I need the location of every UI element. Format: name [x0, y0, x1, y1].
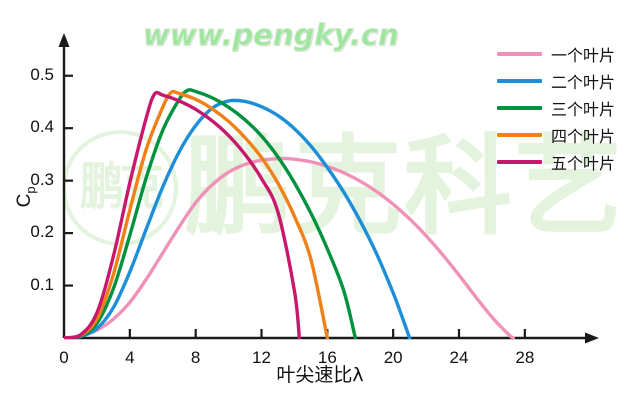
legend-color-swatch — [497, 105, 542, 110]
x-axis-tick-label: 8 — [190, 348, 201, 367]
legend-item-5[interactable]: 五个叶片 — [497, 148, 637, 175]
x-axis-tick-label: 12 — [252, 348, 271, 367]
series-line-3 — [64, 88, 358, 339]
series-line-4 — [64, 89, 330, 339]
x-axis-title: 叶尖速比λ — [276, 364, 364, 386]
x-axis-tick-label: 0 — [59, 348, 69, 367]
legend-color-swatch — [497, 51, 542, 56]
legend-item-label: 二个叶片 — [551, 72, 616, 92]
legend-color-swatch — [497, 159, 542, 164]
x-axis-tick-label: 20 — [383, 348, 403, 367]
legend-color-swatch — [497, 78, 542, 83]
x-axis-tick-label: 16 — [317, 348, 337, 367]
y-axis-tick-label: 0.2 — [30, 222, 54, 242]
legend-item-4[interactable]: 四个叶片 — [497, 121, 637, 148]
y-axis-title: Cp — [14, 167, 38, 227]
legend-item-2[interactable]: 二个叶片 — [497, 67, 637, 94]
legend-item-label: 三个叶片 — [551, 99, 616, 119]
legend-item-label: 四个叶片 — [551, 126, 616, 146]
legend-item-1[interactable]: 一个叶片 — [497, 40, 637, 67]
url-watermark: www.pengky.cn — [143, 18, 400, 53]
legend-item-3[interactable]: 三个叶片 — [497, 94, 637, 121]
y-axis-tick-label: 0.1 — [30, 274, 54, 294]
y-axis-tick-label: 0.4 — [30, 117, 54, 137]
series-line-2 — [64, 98, 412, 339]
series-line-5 — [64, 90, 302, 339]
series-line-1 — [64, 156, 516, 339]
y-axis-arrow-icon — [58, 33, 70, 47]
y-axis-tick-label: 0.5 — [30, 64, 54, 84]
legend-color-swatch — [497, 132, 542, 137]
y-axis-title-subscript: p — [22, 186, 38, 194]
legend-item-label: 五个叶片 — [551, 153, 616, 173]
x-axis-arrow-icon — [585, 332, 599, 344]
x-axis-tick-label: 4 — [125, 348, 135, 367]
x-axis-tick-label: 28 — [515, 348, 535, 367]
x-axis-tick-label: 24 — [449, 348, 469, 367]
y-axis-title-text: C — [14, 193, 36, 208]
chart-legend: 一个叶片二个叶片三个叶片四个叶片五个叶片 — [497, 40, 637, 175]
legend-item-label: 一个叶片 — [551, 45, 616, 65]
y-axis-tick-label: 0.3 — [30, 169, 54, 189]
